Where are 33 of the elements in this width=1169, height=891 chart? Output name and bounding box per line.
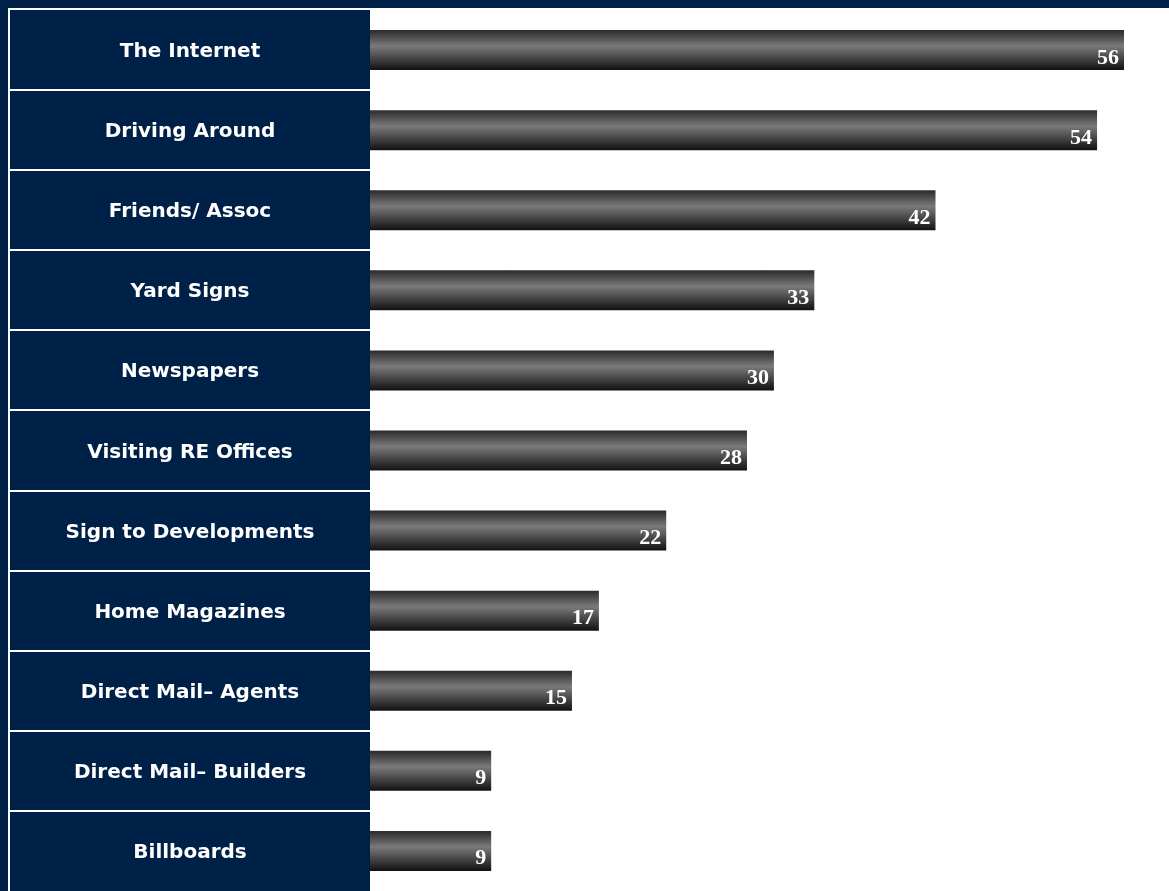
y-tick-label: Friends/ Assoc [108,198,272,223]
bar [370,190,936,231]
y-tick-label: Direct Mail– Agents [80,678,300,703]
data-label: 30 [746,363,769,389]
y-tick-label: Yard Signs [129,278,250,303]
bar [370,510,667,551]
bar [370,350,774,391]
data-label: 28 [720,444,742,469]
data-label: 56 [1097,43,1119,69]
bar [370,670,572,711]
data-label: 9 [475,764,487,790]
y-tick-label: Billboards [133,838,247,863]
y-tick-label: Visiting RE Offices [87,438,293,463]
data-label: 9 [475,844,487,870]
y-tick-label: Home Magazines [94,598,286,623]
y-tick-label: Driving Around [104,118,276,143]
data-label: 33 [787,283,810,309]
bar [370,110,1098,151]
bar [370,270,815,311]
bar [370,590,599,631]
y-tick-label: Newspapers [120,358,260,383]
data-label: 22 [639,524,662,550]
data-label: 42 [908,203,931,229]
data-label: 54 [1070,123,1093,149]
y-tick-label: Sign to Developments [65,518,315,543]
bar [370,750,492,791]
data-label: 15 [544,684,567,710]
y-tick-label: The Internet [119,38,261,63]
bar [370,30,1124,71]
y-tick-label: Direct Mail– Builders [73,758,307,783]
bar [370,430,747,471]
bar [370,830,492,871]
data-label: 17 [571,604,594,630]
